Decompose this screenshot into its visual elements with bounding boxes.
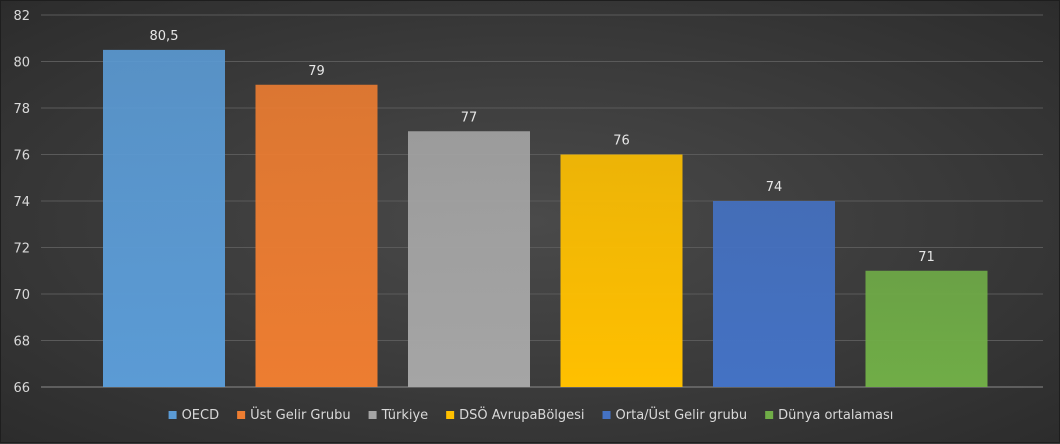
data-labels: 80,5 79 77 76 74 71 [150,29,935,265]
legend-entry: Dünya ortalaması [778,408,893,423]
data-label: 80,5 [150,29,179,44]
y-tick-label: 72 [13,242,30,257]
legend-swatch [168,411,177,419]
bar-t-rkiye [408,131,530,387]
bar-orta-st-gelir-grubu [713,201,835,387]
legend-swatch [237,411,246,419]
legend-entry: Türkiye [381,408,429,423]
bar-d-nya-ortalamas- [865,270,988,387]
y-tick-label: 78 [13,102,30,117]
y-tick-label: 66 [13,381,30,396]
legend-entry: Üst Gelir Grubu [250,406,350,423]
data-label: 77 [461,110,478,125]
bar-ds-avrupab-lgesi [560,154,683,387]
bars [103,49,988,387]
y-axis-ticks: 66 68 70 72 74 76 78 80 82 [13,9,30,396]
legend-entry: DSÖ AvrupaBölgesi [459,406,584,423]
legend-swatch [368,411,377,419]
y-tick-label: 68 [13,335,30,350]
legend: OECD Üst Gelir Grubu Türkiye DSÖ AvrupaBölg… [168,406,893,423]
y-tick-label: 76 [13,149,30,164]
bar--st-gelir-grubu [255,84,378,387]
legend-swatch [602,411,611,419]
data-label: 74 [766,180,783,195]
legend-swatch [765,411,774,419]
y-tick-label: 80 [13,56,30,71]
bar-oecd [103,49,225,387]
y-tick-label: 82 [13,9,30,24]
y-tick-label: 74 [13,195,30,210]
legend-entry: OECD [182,408,220,423]
data-label: 76 [613,134,630,149]
data-label: 71 [918,250,935,265]
legend-entry: Orta/Üst Gelir grubu [616,406,748,423]
legend-swatch [446,411,455,419]
data-label: 79 [308,64,325,79]
y-tick-label: 70 [13,288,30,303]
